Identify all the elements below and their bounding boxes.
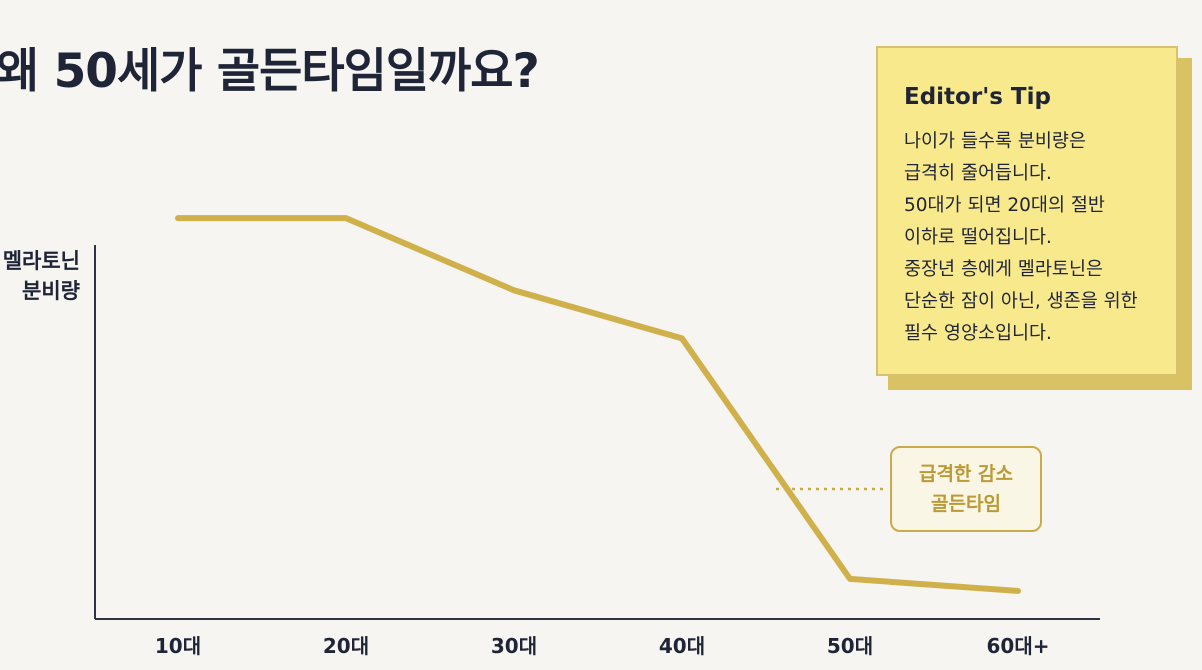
tip-line-4: 이하로 떨어집니다. xyxy=(904,227,1052,248)
callout-line-1: 급격한 감소 xyxy=(918,463,1013,485)
tip-line-2: 급격히 줄어듭니다. xyxy=(904,163,1052,184)
x-tick-label: 30대 xyxy=(491,634,537,658)
page-title: 왜 50세가 골든타임일까요? xyxy=(0,44,540,99)
x-tick-label: 10대 xyxy=(155,634,201,658)
series-line xyxy=(175,215,1021,594)
callout-line-2: 골든타임 xyxy=(931,493,1001,515)
tip-title: Editor's Tip xyxy=(904,84,1051,110)
editors-tip-box: Editor's Tip 나이가 들수록 분비량은 급격히 줄어듭니다. 50대… xyxy=(876,46,1178,376)
y-axis-label: 멜라토닌 분비량 xyxy=(2,249,80,303)
x-tick-label: 50대 xyxy=(827,634,873,658)
tip-line-1: 나이가 들수록 분비량은 xyxy=(904,131,1086,152)
tip-line-3: 50대가 되면 20대의 절반 xyxy=(904,195,1105,216)
x-tick-label: 40대 xyxy=(659,634,705,658)
tip-line-6: 단순한 잠이 아닌, 생존을 위한 xyxy=(904,291,1138,312)
tip-line-7: 필수 영양소입니다. xyxy=(904,323,1052,344)
x-tick-labels: 10대 20대 30대 40대 50대 60대+ xyxy=(155,634,1050,658)
golden-time-callout: 급격한 감소 골든타임 xyxy=(890,446,1042,532)
tip-line-5: 중장년 층에게 멜라토닌은 xyxy=(904,259,1103,280)
x-tick-label: 20대 xyxy=(323,634,369,658)
x-tick-label: 60대+ xyxy=(987,634,1050,658)
